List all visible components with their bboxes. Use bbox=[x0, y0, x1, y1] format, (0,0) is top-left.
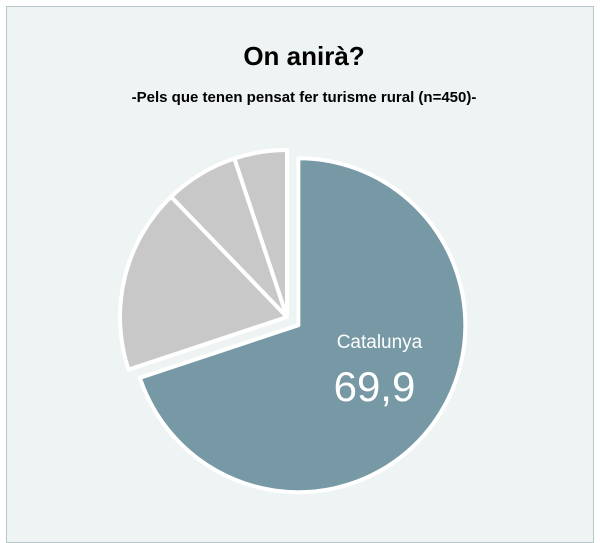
chart-title: On anirà? bbox=[243, 41, 364, 71]
chart-subtitle: -Pels que tenen pensat fer turisme rural… bbox=[132, 89, 477, 106]
pie-slice bbox=[118, 194, 289, 372]
pie-slice bbox=[137, 156, 468, 495]
slice-value-label: 69,9 bbox=[334, 363, 416, 410]
pie-slice bbox=[232, 148, 289, 319]
slice-label: Catalunya bbox=[337, 332, 423, 353]
